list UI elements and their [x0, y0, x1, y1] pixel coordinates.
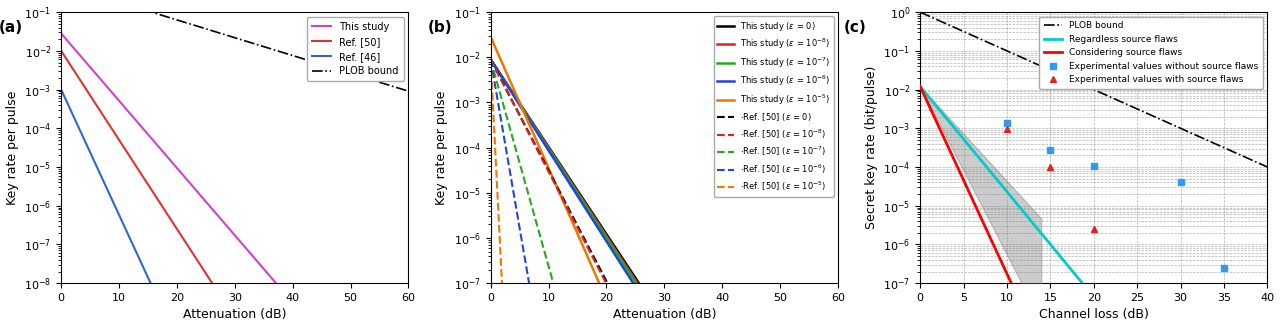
Legend: This study, Ref. [50], Ref. [46], PLOB bound: This study, Ref. [50], Ref. [46], PLOB b…	[307, 17, 403, 81]
Y-axis label: Key rate per pulse: Key rate per pulse	[435, 91, 448, 205]
Legend: PLOB bound, Regardless source flaws, Considering source flaws, Experimental valu: PLOB bound, Regardless source flaws, Con…	[1039, 17, 1263, 89]
Y-axis label: Secret key rate (bit/pulse): Secret key rate (bit/pulse)	[864, 66, 878, 229]
X-axis label: Attenuation (dB): Attenuation (dB)	[613, 308, 716, 321]
Text: (a): (a)	[0, 20, 23, 35]
X-axis label: Attenuation (dB): Attenuation (dB)	[183, 308, 287, 321]
Legend: This study ($\epsilon$ = 0), This study ($\epsilon$ = 10$^{-8}$), This study ($\: This study ($\epsilon$ = 0), This study …	[714, 16, 833, 197]
X-axis label: Channel loss (dB): Channel loss (dB)	[1039, 308, 1148, 321]
Y-axis label: Key rate per pulse: Key rate per pulse	[5, 91, 18, 205]
Text: (b): (b)	[429, 20, 453, 35]
Text: (c): (c)	[844, 20, 867, 35]
